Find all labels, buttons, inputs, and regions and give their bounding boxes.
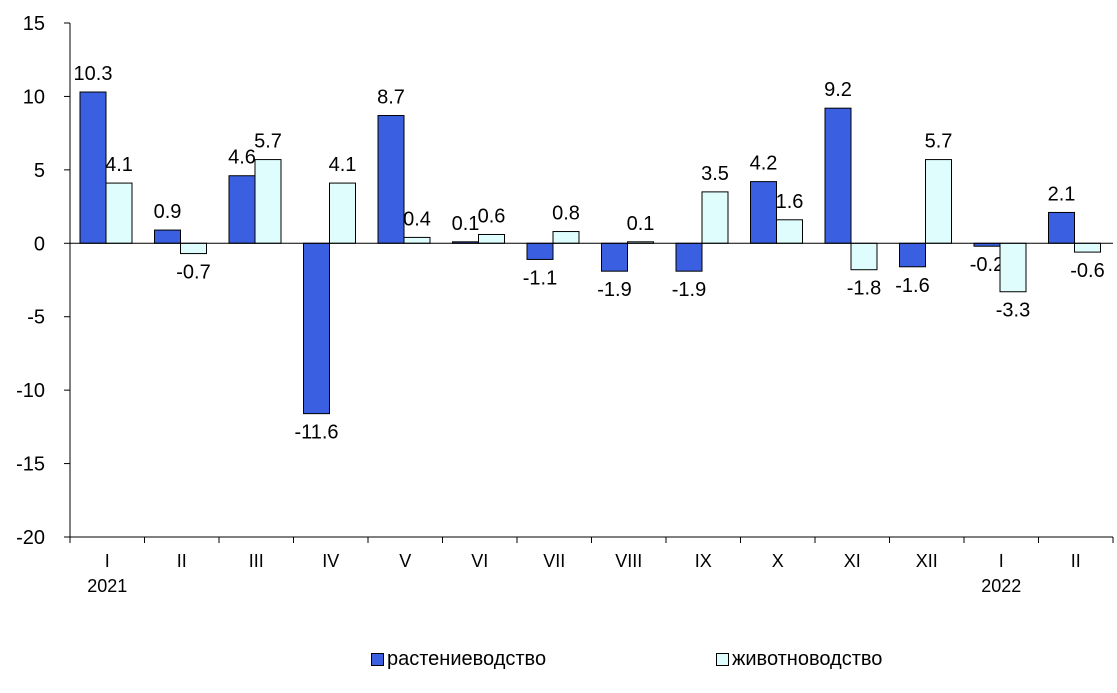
x-tick-label: IV: [322, 551, 339, 571]
bar-livestock: [850, 242, 878, 271]
x-tick-label: VIII: [615, 551, 642, 571]
bar-crops: [750, 181, 777, 244]
data-label-crops: 4.2: [750, 153, 778, 175]
bar-livestock: [105, 182, 133, 244]
data-label-livestock: -0.6: [1070, 260, 1104, 282]
bar-crops: [526, 242, 554, 260]
bar-crops: [675, 242, 703, 272]
x-tick-label: XI: [844, 551, 861, 571]
y-tick-label: 10: [23, 86, 45, 108]
legend: растениеводство животноводство: [0, 648, 1117, 678]
data-label-crops: 4.6: [228, 147, 256, 169]
data-label-livestock: 0.4: [403, 208, 431, 230]
x-tick-label: IX: [695, 551, 712, 571]
bar-crops: [303, 242, 330, 415]
x-tick-label: I: [999, 551, 1004, 571]
data-label-crops: 0.9: [154, 201, 182, 223]
bar-livestock: [478, 233, 505, 244]
data-label-crops: -1.9: [597, 279, 631, 301]
bar-livestock: [999, 242, 1027, 293]
bar-livestock: [701, 191, 729, 244]
bar-livestock: [552, 231, 580, 244]
legend-swatch-crops: [371, 653, 384, 666]
bar-livestock: [776, 219, 803, 244]
legend-label-crops: растениеводство: [387, 648, 547, 670]
data-label-crops: 10.3: [74, 63, 113, 85]
legend-item-crops: растениеводство: [371, 648, 546, 671]
data-label-livestock: 0.6: [478, 205, 506, 227]
data-label-livestock: 3.5: [701, 163, 729, 185]
data-label-livestock: -3.3: [996, 300, 1030, 322]
data-label-livestock: 1.6: [776, 191, 804, 213]
data-label-crops: -11.6: [294, 422, 338, 444]
x-tick-label: XII: [916, 551, 938, 571]
data-label-livestock: 0.8: [552, 203, 580, 225]
data-label-livestock: 5.7: [254, 131, 282, 153]
bar-livestock: [254, 159, 282, 244]
data-label-crops: -0.2: [970, 254, 1004, 276]
bar-livestock: [403, 236, 431, 244]
bar-crops: [377, 115, 405, 244]
data-label-crops: 8.7: [377, 87, 405, 109]
data-label-livestock: 4.1: [329, 154, 357, 176]
y-tick-label: -15: [16, 454, 45, 476]
data-label-crops: -1.1: [523, 267, 557, 289]
y-tick-label: 15: [23, 13, 45, 35]
bar-crops: [228, 175, 256, 244]
bar-crops: [899, 242, 926, 268]
bar-livestock: [180, 242, 207, 255]
data-label-crops: -1.9: [672, 279, 706, 301]
data-label-livestock: 4.1: [105, 154, 133, 176]
bar-crops: [154, 229, 181, 244]
x-tick-label: V: [399, 551, 411, 571]
legend-swatch-livestock: [716, 653, 729, 666]
y-tick-label: 0: [34, 233, 45, 255]
x-tick-label: I: [105, 551, 110, 571]
data-label-crops: 9.2: [824, 79, 852, 101]
y-tick-label: -5: [27, 307, 45, 329]
data-label-livestock: 5.7: [925, 131, 953, 153]
y-tick-label: -20: [16, 527, 45, 549]
data-label-livestock: 0.1: [627, 213, 655, 235]
data-label-livestock: -0.7: [176, 262, 210, 284]
bar-crops: [824, 107, 852, 244]
x-tick-label: X: [772, 551, 784, 571]
legend-item-livestock: животноводство: [716, 648, 882, 671]
x-tick-label: II: [177, 551, 187, 571]
data-label-crops: 2.1: [1048, 183, 1076, 205]
bar-livestock: [925, 159, 952, 244]
year-label: 2021: [87, 576, 127, 596]
y-tick-label: -10: [16, 380, 45, 402]
bar-crops: [79, 91, 107, 244]
data-label-crops: 0.1: [452, 213, 480, 235]
bar-crops: [1048, 211, 1075, 244]
year-label: 2022: [981, 576, 1021, 596]
x-tick-label: VII: [543, 551, 565, 571]
data-label-crops: -1.6: [895, 275, 929, 297]
data-label-livestock: -1.8: [847, 278, 881, 300]
bar-livestock: [1074, 242, 1101, 253]
bar-livestock: [329, 182, 356, 244]
x-tick-label: III: [249, 551, 264, 571]
x-tick-label: II: [1071, 551, 1081, 571]
bar-crops: [601, 242, 628, 272]
x-tick-label: VI: [471, 551, 488, 571]
y-tick-label: 5: [34, 160, 45, 182]
legend-label-livestock: животноводство: [732, 648, 883, 670]
